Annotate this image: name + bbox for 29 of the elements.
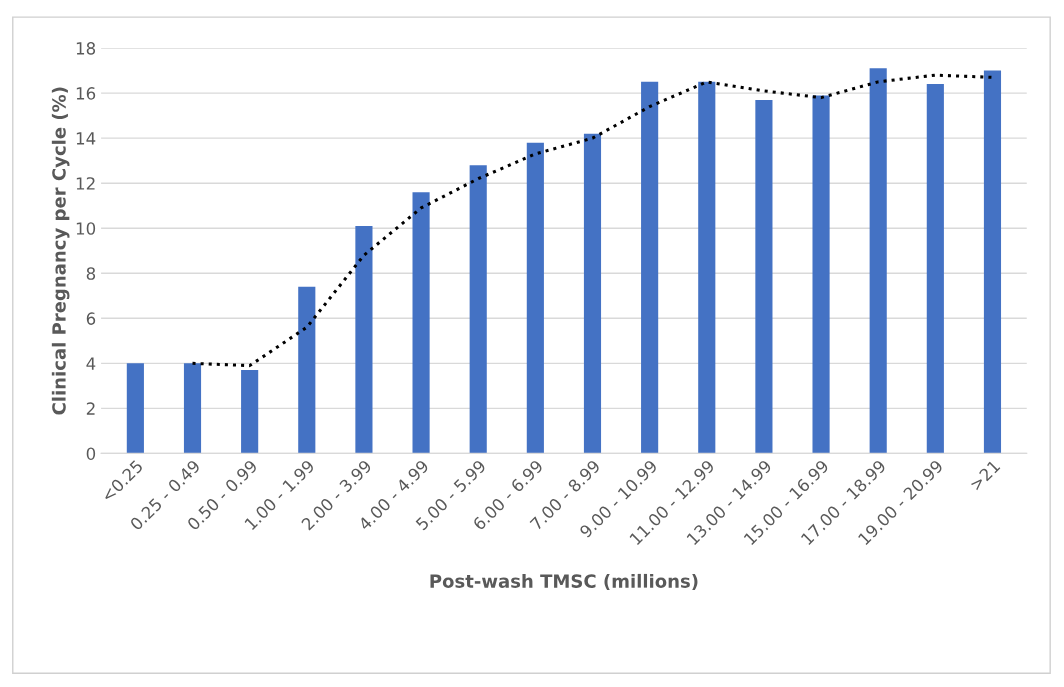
bar: [241, 370, 259, 454]
x-axis-title: Post-wash TMSC (millions): [430, 573, 698, 591]
y-tick-label: 12: [76, 177, 95, 190]
bar: [926, 84, 944, 454]
y-tick-label: 0: [86, 447, 96, 460]
bar: [355, 225, 373, 454]
bar: [983, 70, 1002, 454]
bar: [698, 81, 716, 454]
y-tick-label: 18: [76, 42, 96, 55]
bar: [469, 165, 487, 454]
y-tick-label: 4: [86, 357, 96, 370]
bar: [412, 192, 430, 454]
bar: [812, 95, 830, 454]
y-tick-label: 2: [86, 402, 95, 415]
bar: [126, 363, 144, 454]
y-tick-label: 6: [86, 312, 96, 325]
x-tick-label: >21: [969, 459, 1001, 491]
bar: [755, 99, 773, 454]
y-tick-label: 10: [76, 222, 96, 235]
bar: [583, 133, 602, 454]
y-tick-label: 8: [86, 267, 96, 280]
y-tick-label: 16: [76, 87, 96, 100]
bar: [183, 363, 202, 454]
bar: [641, 81, 659, 454]
bar: [298, 286, 316, 454]
bar: [869, 68, 887, 454]
bar: [526, 142, 544, 454]
y-tick-label: 14: [76, 132, 96, 145]
y-axis-title: Clinical Pregnancy per Cycle (%): [51, 87, 70, 415]
